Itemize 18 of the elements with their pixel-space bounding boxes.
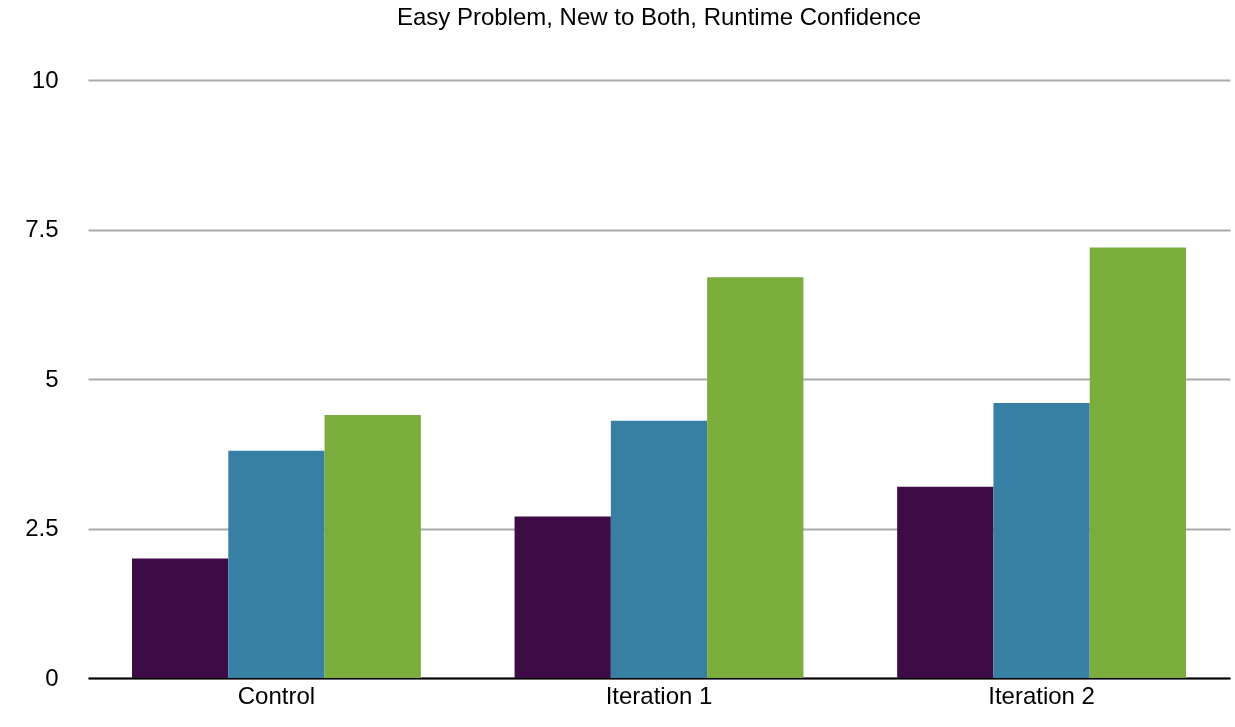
x-tick-label: Iteration 1 xyxy=(605,681,713,709)
x-tick-label: Iteration 2 xyxy=(988,681,1095,709)
bar xyxy=(897,486,994,678)
bar xyxy=(993,402,1090,678)
bar xyxy=(707,277,804,678)
bar xyxy=(1089,247,1186,678)
y-tick-label: 2.5 xyxy=(25,514,59,541)
bar xyxy=(610,420,708,678)
bar xyxy=(228,450,325,678)
bar xyxy=(324,414,421,678)
y-tick-label: 7.5 xyxy=(25,215,59,242)
bar xyxy=(514,516,611,678)
y-tick-label: 5 xyxy=(45,364,59,392)
bar xyxy=(132,558,229,678)
chart-title: Easy Problem, New to Both, Runtime Confidence xyxy=(396,3,922,30)
y-tick-label: 10 xyxy=(31,65,59,93)
y-tick-label: 0 xyxy=(45,663,59,691)
x-tick-label: Control xyxy=(237,681,316,709)
